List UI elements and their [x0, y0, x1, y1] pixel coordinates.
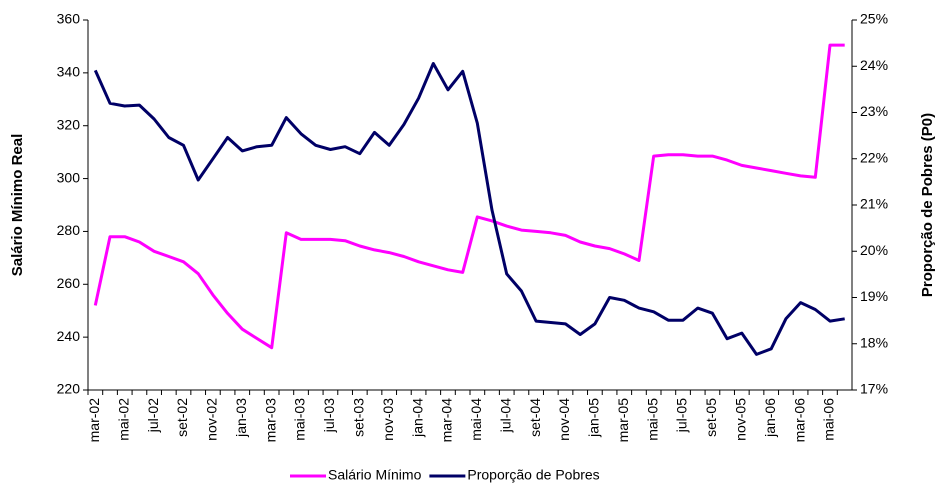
y-tick-label: 320 [57, 116, 81, 132]
legend-label: Salário Mínimo [328, 467, 422, 483]
x-tick-label: jul-05 [674, 398, 690, 433]
x-tick-label: mar-04 [439, 398, 455, 443]
y-tick-label: 360 [57, 11, 81, 27]
x-tick-label: mai-04 [468, 398, 484, 441]
y-tick-label: 280 [57, 222, 81, 238]
x-tick-label: mar-05 [615, 398, 631, 443]
x-tick-label: mai-05 [644, 398, 660, 441]
x-tick-label: mar-06 [791, 398, 807, 443]
x-tick-label: nov-04 [556, 398, 572, 441]
y-tick-label: 300 [57, 169, 81, 185]
y2-tick-label: 22% [860, 149, 888, 165]
series-line [93, 62, 845, 356]
y2-tick-label: 18% [860, 334, 888, 350]
x-tick-label: nov-02 [204, 398, 220, 441]
y-tick-label: 220 [57, 381, 81, 397]
x-tick-label: jan-05 [586, 398, 602, 438]
x-tick-label: mai-03 [292, 398, 308, 441]
x-tick-label: set-03 [351, 398, 367, 437]
y2-tick-label: 19% [860, 288, 888, 304]
y2-axis-label: Proporção de Pobres (P0) [919, 113, 936, 297]
y2-tick-label: 21% [860, 196, 888, 212]
y-tick-label: 340 [57, 64, 81, 80]
x-tick-label: nov-05 [733, 398, 749, 441]
y-tick-label: 240 [57, 328, 81, 344]
y-axis-label: Salário Mínimo Real [9, 134, 26, 277]
x-tick-label: jan-03 [233, 398, 249, 438]
x-tick-label: jan-04 [409, 398, 425, 438]
x-tick-label: jan-06 [762, 398, 778, 438]
series-line [93, 43, 845, 350]
x-tick-label: mar-03 [262, 398, 278, 443]
y2-tick-label: 23% [860, 103, 888, 119]
x-tick-label: jul-03 [321, 398, 337, 433]
x-tick-label: nov-03 [380, 398, 396, 441]
y2-tick-label: 20% [860, 242, 888, 258]
x-tick-label: mar-02 [86, 398, 102, 443]
y2-tick-label: 24% [860, 57, 888, 73]
x-tick-label: mai-02 [115, 398, 131, 441]
x-tick-label: set-02 [174, 398, 190, 437]
x-tick-label: set-04 [527, 398, 543, 437]
x-tick-label: mai-06 [821, 398, 837, 441]
x-tick-label: jul-04 [497, 398, 513, 433]
y2-tick-label: 17% [860, 381, 888, 397]
x-tick-label: set-05 [703, 398, 719, 437]
legend-label: Proporção de Pobres [467, 467, 599, 483]
y-tick-label: 260 [57, 275, 81, 291]
y2-tick-label: 25% [860, 11, 888, 27]
x-tick-label: jul-02 [145, 398, 161, 433]
